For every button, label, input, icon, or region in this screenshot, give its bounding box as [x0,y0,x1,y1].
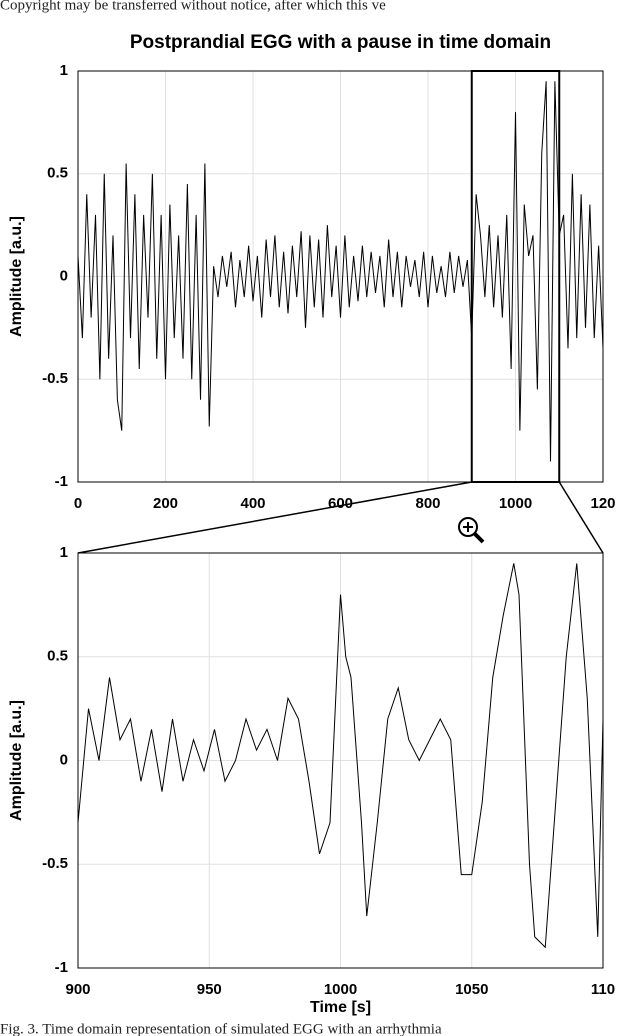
x-tick-label: 120 [590,495,615,512]
y-tick-label: -0.5 [42,855,68,872]
x-tick-label: 400 [240,495,265,512]
y-axis-label: Amplitude [a.u.] [8,216,25,337]
y-tick-label: 1 [60,544,68,561]
y-tick-label: 0.5 [47,648,68,665]
x-tick-label: 800 [415,495,440,512]
y-tick-label: -0.5 [42,370,68,387]
x-tick-label: 0 [74,495,82,512]
plot-frame [77,70,604,483]
chart-title: Postprandial EGG with a pause in time do… [130,32,551,53]
zoom-box [470,70,561,483]
y-tick-label: 0 [60,751,68,768]
y-tick-label: 1 [60,62,68,79]
zoom-connector [558,481,604,554]
y-axis-label: Amplitude [a.u.] [8,700,25,821]
y-tick-label: 0 [60,267,68,284]
zoom-icon [458,517,485,544]
y-tick-label: -1 [55,473,68,490]
signal-line [77,81,604,462]
x-tick-label: 110 [591,981,615,998]
x-tick-label: 1000 [499,495,532,512]
x-tick-label: 200 [153,495,178,512]
plot-frame [77,552,604,969]
x-tick-label: 950 [197,981,222,998]
zoom-connector [77,481,472,554]
signal-line [77,563,604,949]
caption: Fig. 3. Time domain representation of si… [0,1021,442,1036]
x-tick-label: 900 [65,981,90,998]
y-tick-label: 0.5 [47,165,68,182]
header-text: Copyright may be transferred without not… [0,0,386,13]
x-axis-label: Time [s] [310,999,371,1016]
x-tick-label: 600 [328,495,353,512]
y-tick-label: -1 [55,959,68,976]
x-tick-label: 1000 [324,981,357,998]
x-tick-label: 1050 [455,981,488,998]
